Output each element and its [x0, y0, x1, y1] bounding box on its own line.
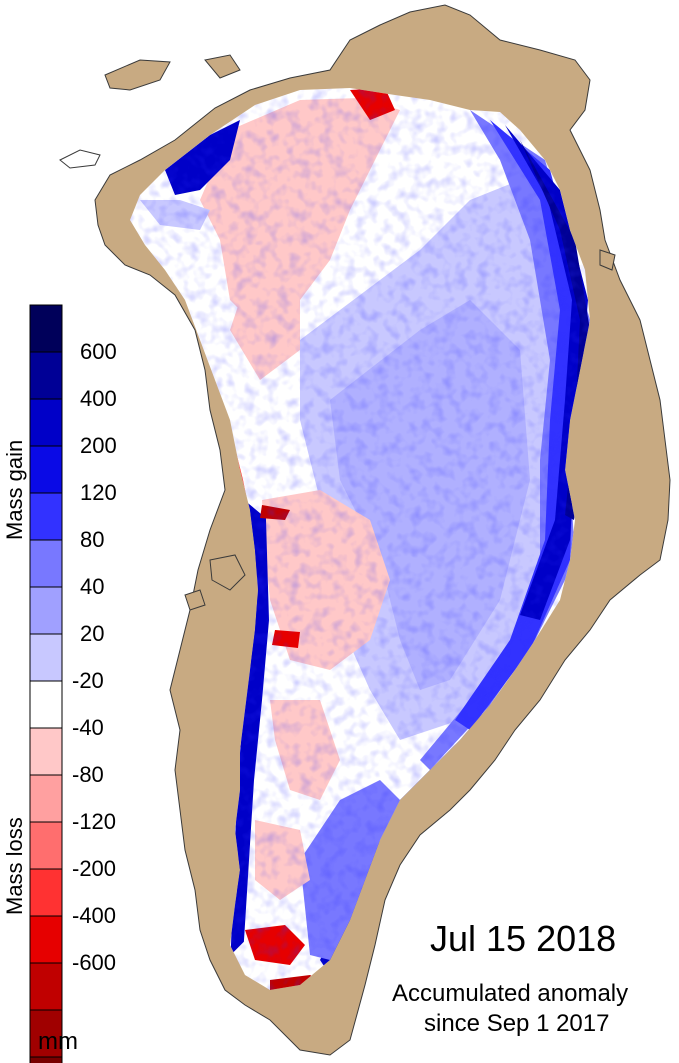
colorbar-tick-label: 200	[80, 433, 117, 458]
unit-label: mm	[38, 1028, 78, 1055]
colorbar-bin	[29, 445, 63, 494]
colorbar-tick-label: 80	[80, 527, 105, 552]
colorbar-bin	[29, 586, 63, 635]
colorbar-tick-label: 120	[80, 480, 117, 505]
colorbar-bin	[29, 727, 63, 776]
colorbar-tick-label: -120	[72, 809, 117, 834]
colorbar-bin	[29, 774, 63, 823]
ice-sheet-anomaly	[130, 88, 590, 990]
mass-gain-label: Mass gain	[2, 439, 27, 540]
colorbar-bin	[29, 633, 63, 682]
colorbar-tick-label: -20	[72, 668, 104, 693]
colorbar	[29, 304, 63, 1063]
colorbar-tick-label: 600	[80, 339, 117, 364]
colorbar-bin	[29, 304, 63, 353]
subtitle-line-1: Accumulated anomaly	[392, 980, 629, 1007]
colorbar-tick-label: 400	[80, 386, 117, 411]
colorbar-bin	[29, 1056, 63, 1063]
colorbar-tick-label: -600	[72, 950, 117, 975]
colorbar-bin	[29, 962, 63, 1011]
subtitle-line-2: since Sep 1 2017	[424, 1010, 610, 1037]
colorbar-bin	[29, 398, 63, 447]
colorbar-bin	[29, 1009, 63, 1058]
mass-loss-label: Mass loss	[2, 817, 27, 915]
colorbar-tick-label: -200	[72, 856, 117, 881]
colorbar-bin	[29, 539, 63, 588]
date-label: Jul 15 2018	[430, 918, 617, 959]
colorbar-tick-label: 20	[80, 621, 105, 646]
colorbar-tick-label: -400	[72, 903, 117, 928]
colorbar-bin	[29, 492, 63, 541]
colorbar-bin	[29, 868, 63, 917]
colorbar-tick-label: -80	[72, 762, 104, 787]
colorbar-bin	[29, 351, 63, 400]
colorbar-bin	[29, 680, 63, 729]
colorbar-bin	[29, 915, 63, 964]
colorbar-bin	[29, 821, 63, 870]
colorbar-tick-label: 40	[80, 574, 105, 599]
colorbar-tick-label: -40	[72, 715, 104, 740]
